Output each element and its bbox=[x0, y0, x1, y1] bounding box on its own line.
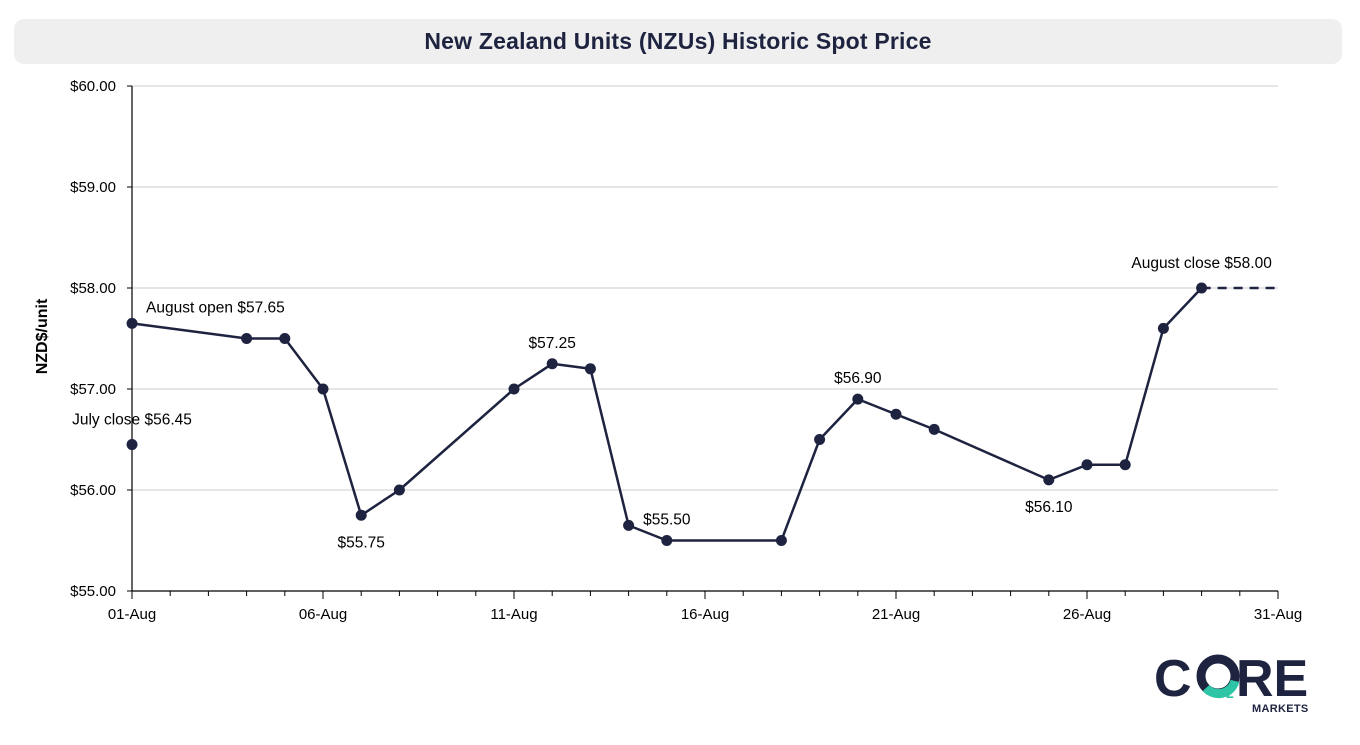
price-data-point bbox=[546, 358, 558, 370]
data-annotation-label: August close $58.00 bbox=[1131, 255, 1272, 272]
price-data-point bbox=[126, 317, 138, 329]
price-data-point bbox=[317, 383, 329, 395]
price-data-point bbox=[928, 423, 940, 435]
logo-letters-re: RE bbox=[1236, 650, 1308, 708]
price-data-point bbox=[890, 408, 902, 420]
price-data-point bbox=[852, 393, 864, 405]
price-data-point bbox=[623, 519, 635, 531]
price-data-point bbox=[814, 434, 826, 445]
data-annotation-label: $55.75 bbox=[337, 534, 384, 551]
data-annotation-label: $55.50 bbox=[643, 512, 691, 529]
x-tick-label: 21-Aug bbox=[872, 606, 920, 623]
chart-title-bar: New Zealand Units (NZUs) Historic Spot P… bbox=[14, 19, 1342, 64]
price-data-point bbox=[355, 509, 367, 521]
price-data-point bbox=[508, 383, 520, 395]
price-data-point bbox=[1157, 322, 1169, 334]
y-axis-title: NZD$/unit bbox=[34, 298, 51, 374]
price-data-point bbox=[241, 333, 253, 344]
price-data-point bbox=[279, 333, 291, 344]
data-annotation-label: $57.25 bbox=[528, 335, 575, 352]
price-data-point bbox=[1196, 282, 1208, 294]
data-annotation-label: $56.10 bbox=[1025, 499, 1073, 516]
price-data-point bbox=[661, 535, 673, 546]
data-annotation-label: $56.90 bbox=[834, 370, 882, 387]
price-data-point bbox=[393, 484, 405, 496]
y-tick-label: $60.00 bbox=[70, 78, 116, 95]
x-tick-label: 06-Aug bbox=[299, 606, 347, 623]
x-tick-label: 26-Aug bbox=[1063, 606, 1111, 623]
y-tick-label: $59.00 bbox=[70, 179, 116, 196]
price-data-point bbox=[584, 363, 596, 375]
y-tick-label: $56.00 bbox=[70, 482, 116, 499]
price-data-point bbox=[775, 535, 787, 546]
y-tick-label: $55.00 bbox=[70, 583, 116, 600]
price-data-point bbox=[1119, 459, 1131, 471]
x-tick-label: 01-Aug bbox=[108, 606, 156, 623]
core-markets-logo: C 2 RE bbox=[1154, 650, 1308, 708]
july-close-point bbox=[126, 439, 138, 451]
price-data-point bbox=[1043, 474, 1055, 486]
logo-subscript: 2 bbox=[1226, 685, 1234, 701]
x-tick-label: 11-Aug bbox=[490, 606, 537, 623]
data-annotation-label: August open $57.65 bbox=[146, 299, 285, 316]
logo-tagline: MARKETS bbox=[1252, 703, 1309, 715]
y-tick-label: $57.00 bbox=[70, 381, 116, 398]
logo-ring-accent bbox=[1202, 679, 1240, 699]
price-data-point bbox=[1081, 459, 1093, 471]
logo-letter-c: C bbox=[1154, 650, 1192, 708]
x-tick-label: 31-Aug bbox=[1254, 606, 1302, 623]
chart-title: New Zealand Units (NZUs) Historic Spot P… bbox=[424, 28, 932, 54]
data-annotation-label: July close $56.45 bbox=[72, 412, 192, 429]
y-tick-label: $58.00 bbox=[70, 280, 116, 297]
x-tick-label: 16-Aug bbox=[681, 606, 729, 623]
